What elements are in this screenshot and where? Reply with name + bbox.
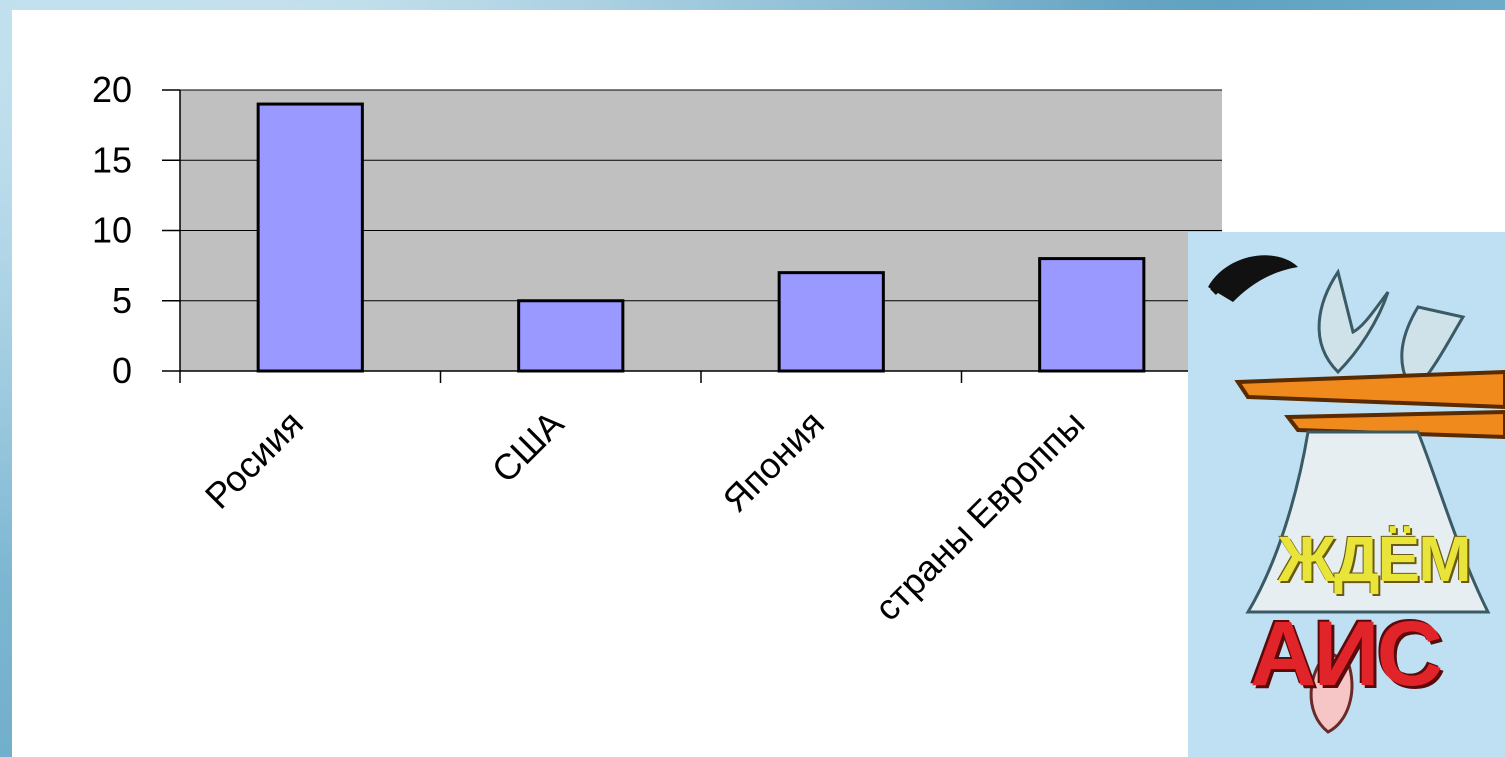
- x-category-label: Росиия: [197, 403, 311, 517]
- bar: [1038, 257, 1146, 373]
- bar: [777, 271, 885, 373]
- bar: [256, 102, 364, 373]
- y-tick-label: 0: [112, 350, 132, 391]
- stork-delivering-baby-icon: [1188, 232, 1505, 757]
- y-tick-label: 10: [92, 210, 132, 251]
- x-category-label: Япония: [715, 403, 832, 520]
- bar: [517, 299, 625, 373]
- x-category-label: США: [484, 403, 572, 491]
- banner-line-2: АИС: [1250, 603, 1443, 705]
- y-tick-label: 5: [112, 280, 132, 321]
- stork-illustration: ЖДЁМ АИС: [1188, 232, 1505, 757]
- y-tick-label: 20: [92, 69, 132, 110]
- y-tick-label: 15: [92, 139, 132, 180]
- x-category-label: страны Европпы: [867, 403, 1093, 629]
- banner-line-1: ЖДЁМ: [1278, 523, 1472, 595]
